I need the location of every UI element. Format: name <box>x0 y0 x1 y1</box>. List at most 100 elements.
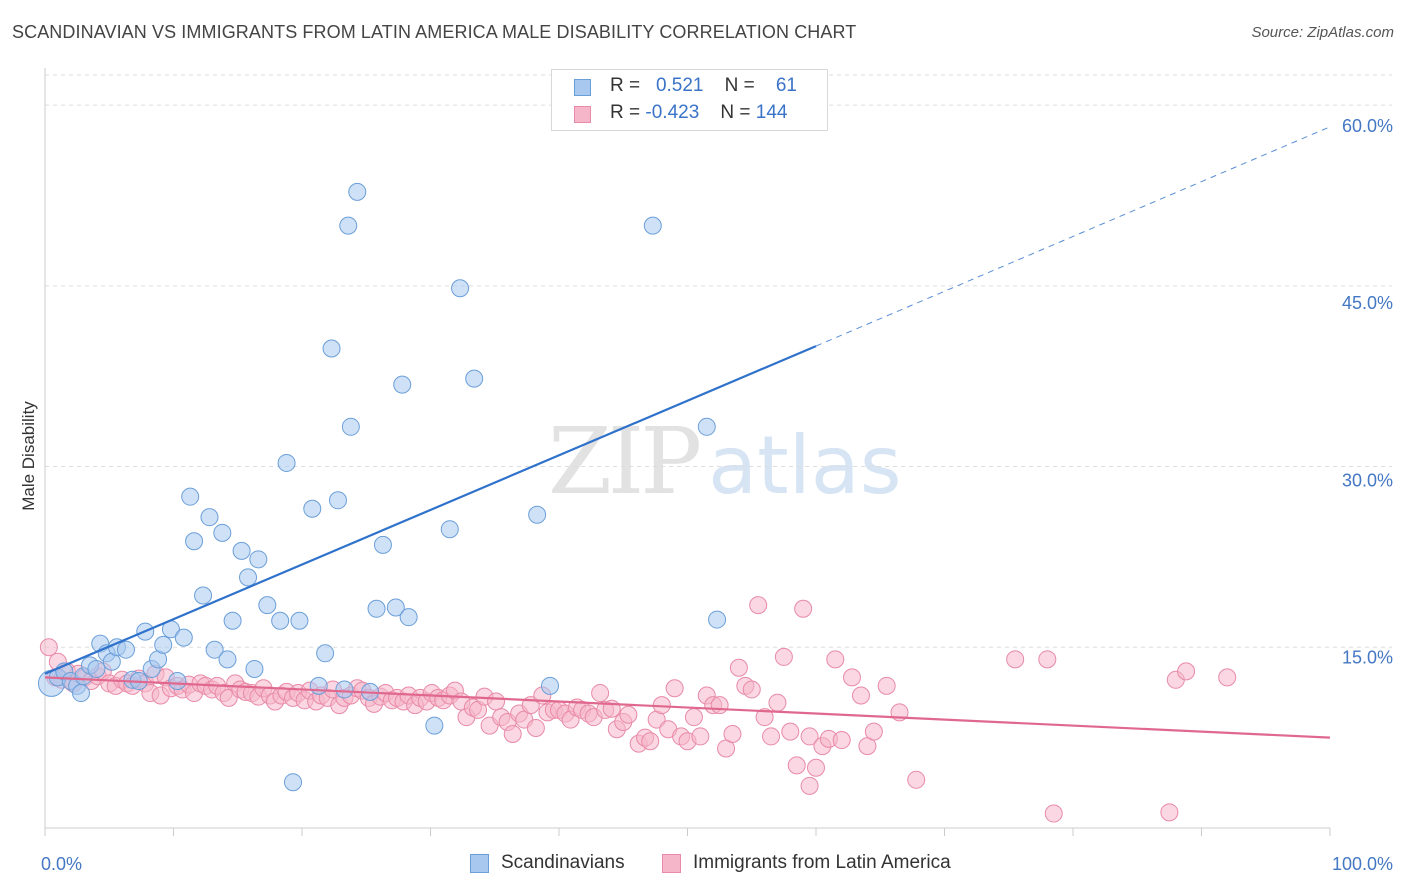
legend-swatch-blue <box>574 79 591 96</box>
data-point-scandinavians <box>200 508 219 527</box>
data-point-scandinavians <box>249 550 268 569</box>
data-point-scandinavians <box>322 339 341 358</box>
data-point-scandinavians <box>303 499 322 518</box>
data-point-latin-america <box>907 770 926 789</box>
data-point-scandinavians <box>309 676 328 695</box>
data-point-latin-america <box>800 776 819 795</box>
trend-line-latin-america <box>44 676 1331 739</box>
data-point-scandinavians <box>339 216 358 235</box>
data-point-scandinavians <box>87 659 106 678</box>
trend-line-scandinavians <box>44 345 817 675</box>
bottom-legend-swatch-pink <box>662 854 681 873</box>
legend-n-value: 144 <box>755 102 788 123</box>
data-point-latin-america <box>742 680 761 699</box>
data-point-scandinavians <box>367 599 386 618</box>
data-point-scandinavians <box>386 598 405 617</box>
data-point-latin-america <box>800 727 819 746</box>
data-point-scandinavians <box>708 610 727 629</box>
trend-lines <box>44 126 1331 739</box>
data-point-scandinavians <box>348 182 367 201</box>
data-point-latin-america <box>691 727 710 746</box>
data-point-latin-america <box>877 676 896 695</box>
data-point-scandinavians <box>154 635 173 654</box>
data-point-latin-america <box>762 727 781 746</box>
data-point-latin-america <box>826 650 845 669</box>
data-point-scandinavians <box>232 541 251 560</box>
data-point-latin-america <box>503 725 522 744</box>
legend-r-value: -0.423 <box>645 102 700 123</box>
data-point-scandinavians <box>335 680 354 699</box>
data-point-scandinavians <box>239 568 258 587</box>
data-point-scandinavians <box>541 676 560 695</box>
data-point-scandinavians <box>258 596 277 615</box>
data-point-latin-america <box>1044 804 1063 823</box>
bottom-legend-label: Scandinavians <box>501 852 625 873</box>
data-point-scandinavians <box>393 375 412 394</box>
legend-r-label: R = <box>610 75 641 96</box>
data-point-scandinavians <box>185 532 204 551</box>
data-point-scandinavians <box>290 611 309 630</box>
legend-r-label: R = <box>610 102 641 123</box>
y-tick-label: 30.0% <box>1342 471 1393 491</box>
data-point-scandinavians <box>71 684 90 703</box>
data-point-latin-america <box>755 708 774 727</box>
data-point-scandinavians <box>168 672 187 691</box>
legend-n-label: N = <box>720 102 751 123</box>
data-point-scandinavians <box>399 608 418 627</box>
data-point-latin-america <box>1006 650 1025 669</box>
data-point-latin-america <box>641 732 660 751</box>
watermark: ZIP atlas <box>548 408 902 515</box>
legend-r-value: 0.521 <box>655 75 704 96</box>
series-scandinavians-points <box>37 182 727 792</box>
data-point-latin-america <box>774 647 793 666</box>
series-latin-america-points <box>39 596 1237 823</box>
data-point-scandinavians <box>341 417 360 436</box>
data-point-latin-america <box>781 722 800 741</box>
legend-n-label: N = <box>724 75 755 96</box>
data-point-scandinavians <box>425 716 444 735</box>
data-point-latin-america <box>851 686 870 705</box>
chart-title: SCANDINAVIAN VS IMMIGRANTS FROM LATIN AM… <box>12 22 857 42</box>
data-point-scandinavians <box>697 417 716 436</box>
data-point-scandinavians <box>181 487 200 506</box>
data-point-scandinavians <box>528 505 547 524</box>
data-point-scandinavians <box>465 369 484 388</box>
data-point-latin-america <box>1160 803 1179 822</box>
data-point-scandinavians <box>218 650 237 669</box>
data-point-scandinavians <box>277 453 296 472</box>
data-point-latin-america <box>842 668 861 687</box>
tick-labels: 15.0% 30.0% 45.0% 60.0% 0.0% 100.0% <box>41 116 1393 874</box>
data-point-latin-america <box>1177 662 1196 681</box>
data-point-scandinavians <box>316 644 335 663</box>
data-point-latin-america <box>39 638 58 657</box>
data-point-scandinavians <box>373 535 392 554</box>
watermark-atlas: atlas <box>708 419 902 512</box>
data-point-scandinavians <box>194 586 213 605</box>
y-tick-label: 15.0% <box>1342 647 1393 667</box>
watermark-zip: ZIP <box>548 408 702 515</box>
bottom-legend-swatch-blue <box>470 854 489 873</box>
source-label: Source: ZipAtlas.com <box>1251 24 1394 41</box>
data-point-latin-america <box>665 679 684 698</box>
data-point-latin-america <box>723 725 742 744</box>
data-point-scandinavians <box>451 279 470 298</box>
trend-line-scandinavians-extension <box>815 126 1331 347</box>
data-point-latin-america <box>1218 668 1237 687</box>
data-point-latin-america <box>749 596 768 615</box>
data-point-scandinavians <box>271 611 290 630</box>
x-tick-label: 100.0% <box>1332 854 1393 874</box>
data-point-scandinavians <box>223 611 242 630</box>
data-point-latin-america <box>526 719 545 738</box>
axes <box>44 68 1331 836</box>
legend-swatch-pink <box>574 106 591 123</box>
data-point-latin-america <box>729 658 748 677</box>
legend-n-value: 61 <box>775 75 797 96</box>
data-point-latin-america <box>1038 650 1057 669</box>
data-point-latin-america <box>832 731 851 750</box>
data-point-scandinavians <box>205 640 224 659</box>
correlation-legend: R = 0.521 N = 61 R = -0.423 N = 144 <box>551 69 828 131</box>
data-point-scandinavians <box>116 640 135 659</box>
data-point-scandinavians <box>328 491 347 510</box>
y-tick-label: 60.0% <box>1342 116 1393 136</box>
